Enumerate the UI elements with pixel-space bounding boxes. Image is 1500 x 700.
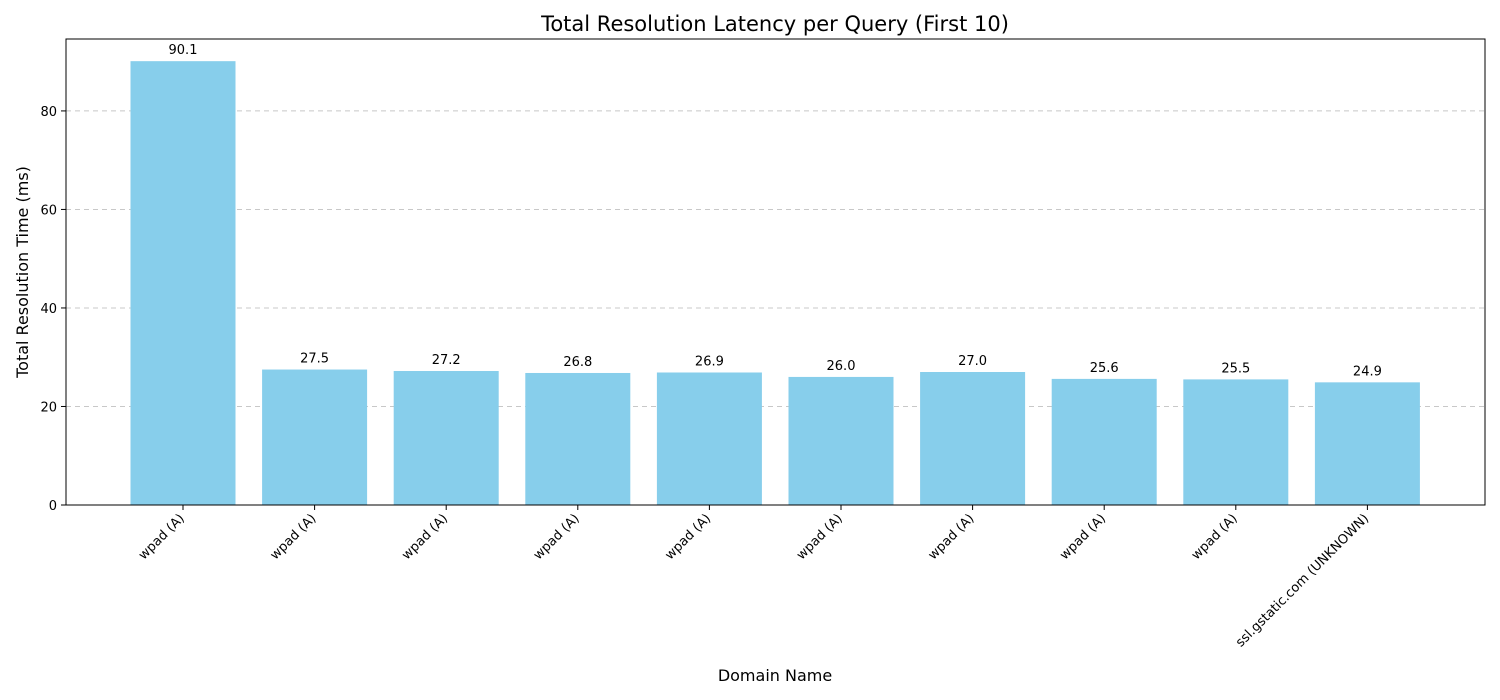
- bars: 90.1 27.5 27.2 26.8 26.9 26.0 27.0 25.6 25.5 24.9: [130, 43, 1420, 505]
- bar-value-label: 25.6: [1090, 361, 1119, 376]
- bar-value-label: 27.0: [958, 354, 987, 369]
- x-tick-label: wpad (A): [662, 511, 714, 563]
- plot-frame: [65, 38, 1486, 506]
- bar-value-label: 26.0: [827, 359, 856, 374]
- bar-value-label: 26.9: [695, 354, 724, 369]
- y-tick-label: 40: [40, 302, 57, 317]
- x-tick-label: wpad (A): [1189, 511, 1241, 563]
- x-tick-label: ssl.gstatic.com (UNKNOWN): [1233, 511, 1372, 650]
- x-tick-label: wpad (A): [1057, 511, 1109, 563]
- y-axis-title: Total Resolution Time (ms): [13, 166, 32, 379]
- bar-value-label: 27.2: [432, 353, 461, 368]
- y-axis-ticks: 0 20 40 60 80: [40, 105, 66, 514]
- bar: [656, 372, 762, 505]
- x-tick-label: wpad (A): [926, 511, 978, 563]
- bar-value-label: 25.5: [1221, 361, 1250, 376]
- x-axis-ticks: wpad (A) wpad (A) wpad (A) wpad (A) wpad (A)…: [136, 505, 1372, 650]
- y-tick-label: 20: [40, 400, 57, 415]
- bar-value-label: 24.9: [1353, 364, 1382, 379]
- bar: [1051, 378, 1157, 505]
- bar: [393, 371, 499, 505]
- bar: [1183, 379, 1289, 505]
- bar-value-label: 90.1: [169, 43, 198, 58]
- x-tick-label: wpad (A): [136, 511, 188, 563]
- bar: [920, 371, 1026, 505]
- bar: [788, 376, 894, 505]
- y-tick-label: 0: [49, 499, 57, 514]
- x-tick-label: wpad (A): [268, 511, 320, 563]
- x-tick-label: wpad (A): [794, 511, 846, 563]
- bar: [525, 372, 631, 505]
- chart-title: Total Resolution Latency per Query (Firs…: [540, 12, 1009, 36]
- bar: [130, 61, 236, 505]
- grid-lines: [66, 110, 1485, 407]
- x-axis-title: Domain Name: [718, 666, 832, 685]
- x-tick-label: wpad (A): [399, 511, 451, 563]
- bar-value-label: 26.8: [563, 355, 592, 370]
- bar: [262, 369, 368, 505]
- y-tick-label: 80: [40, 105, 57, 120]
- y-tick-label: 60: [40, 203, 57, 218]
- bar: [1314, 382, 1420, 505]
- bar-value-label: 27.5: [300, 352, 329, 367]
- x-tick-label: wpad (A): [531, 511, 583, 563]
